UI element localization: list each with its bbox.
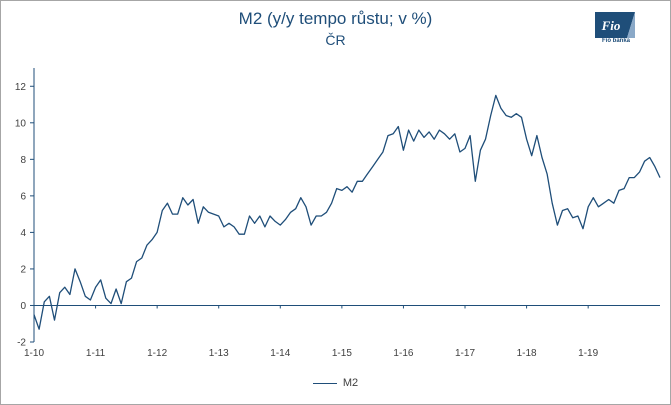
logo-word: Fio — [601, 18, 621, 33]
x-tick-label: 1-14 — [270, 348, 290, 359]
y-tick-label: 0 — [20, 301, 26, 312]
x-tick-label: 1-11 — [86, 348, 106, 359]
legend: M2 — [0, 377, 671, 389]
logo-caption: Fio banka — [601, 38, 630, 44]
x-tick-label: 1-15 — [332, 348, 352, 359]
chart-subtitle: ČR — [325, 32, 346, 48]
x-tick-label: 1-12 — [147, 348, 167, 359]
x-tick-label: 1-13 — [209, 348, 229, 359]
x-tick-label: 1-16 — [393, 348, 413, 359]
fio-logo-icon: Fio — [595, 12, 635, 38]
chart-title: M2 (y/y tempo růstu; v %) — [238, 9, 433, 28]
y-tick-label: 12 — [15, 82, 27, 93]
x-tick-label: 1-10 — [24, 348, 44, 359]
y-tick-label: 2 — [20, 264, 26, 275]
series-line-m2 — [33, 94, 661, 330]
y-tick-label: 8 — [20, 155, 26, 166]
x-tick-label: 1-19 — [578, 348, 598, 359]
y-tick-label: -2 — [17, 338, 26, 349]
x-tick-label: 1-18 — [517, 348, 537, 359]
x-tick-label: 1-17 — [455, 348, 475, 359]
legend-label: M2 — [342, 377, 359, 389]
y-tick-label: 4 — [20, 228, 26, 239]
legend-swatch — [312, 382, 337, 384]
y-tick-label: 10 — [15, 118, 27, 129]
y-tick-label: 6 — [20, 191, 26, 202]
